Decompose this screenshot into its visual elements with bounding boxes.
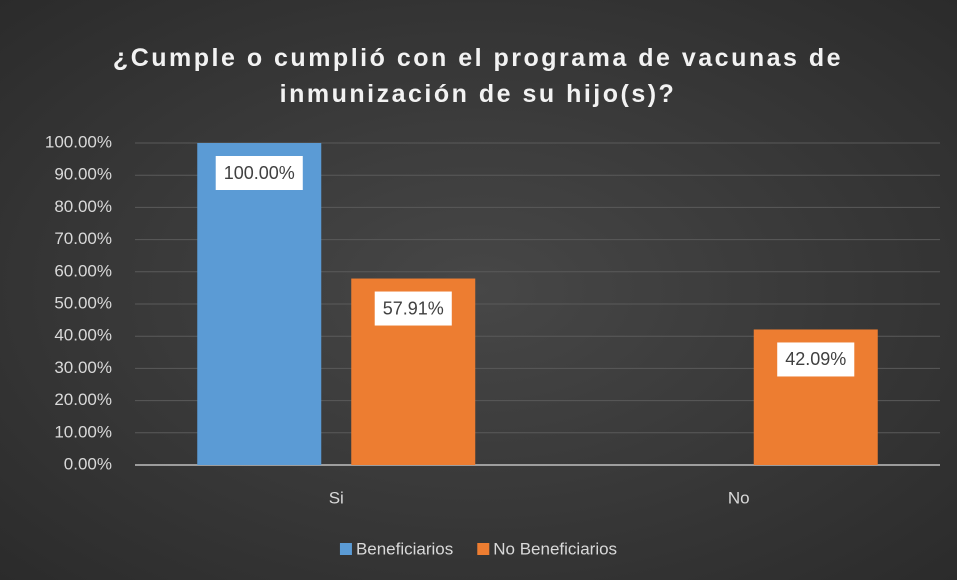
y-tick-label: 70.00%	[54, 229, 112, 248]
y-tick-label: 90.00%	[54, 165, 112, 184]
data-label-box	[215, 156, 303, 190]
y-tick-label: 60.00%	[54, 261, 112, 280]
y-tick-label: 50.00%	[54, 293, 112, 312]
legend-label: Beneficiarios	[356, 539, 453, 558]
legend-swatch	[477, 543, 490, 555]
y-tick-label: 0.00%	[64, 454, 112, 473]
legend-label: No Beneficiarios	[493, 539, 617, 558]
y-tick-label: 20.00%	[54, 390, 112, 409]
chart-title: ¿Cumple o cumplió con el programa de vac…	[112, 44, 844, 108]
y-tick-label: 10.00%	[54, 422, 112, 441]
data-label: 100.00%	[224, 163, 295, 183]
bar	[197, 143, 322, 465]
y-tick-label: 100.00%	[45, 132, 112, 151]
data-label: 42.09%	[785, 349, 846, 369]
y-tick-label: 80.00%	[54, 197, 112, 216]
data-label: 57.91%	[383, 298, 444, 318]
x-tick-label: No	[728, 488, 750, 507]
y-tick-label: 40.00%	[54, 326, 112, 345]
legend-swatch	[339, 543, 352, 555]
y-tick-label: 30.00%	[54, 358, 112, 377]
data-label-box	[374, 291, 452, 326]
x-tick-label: Si	[329, 488, 344, 507]
data-label-box	[777, 342, 855, 377]
